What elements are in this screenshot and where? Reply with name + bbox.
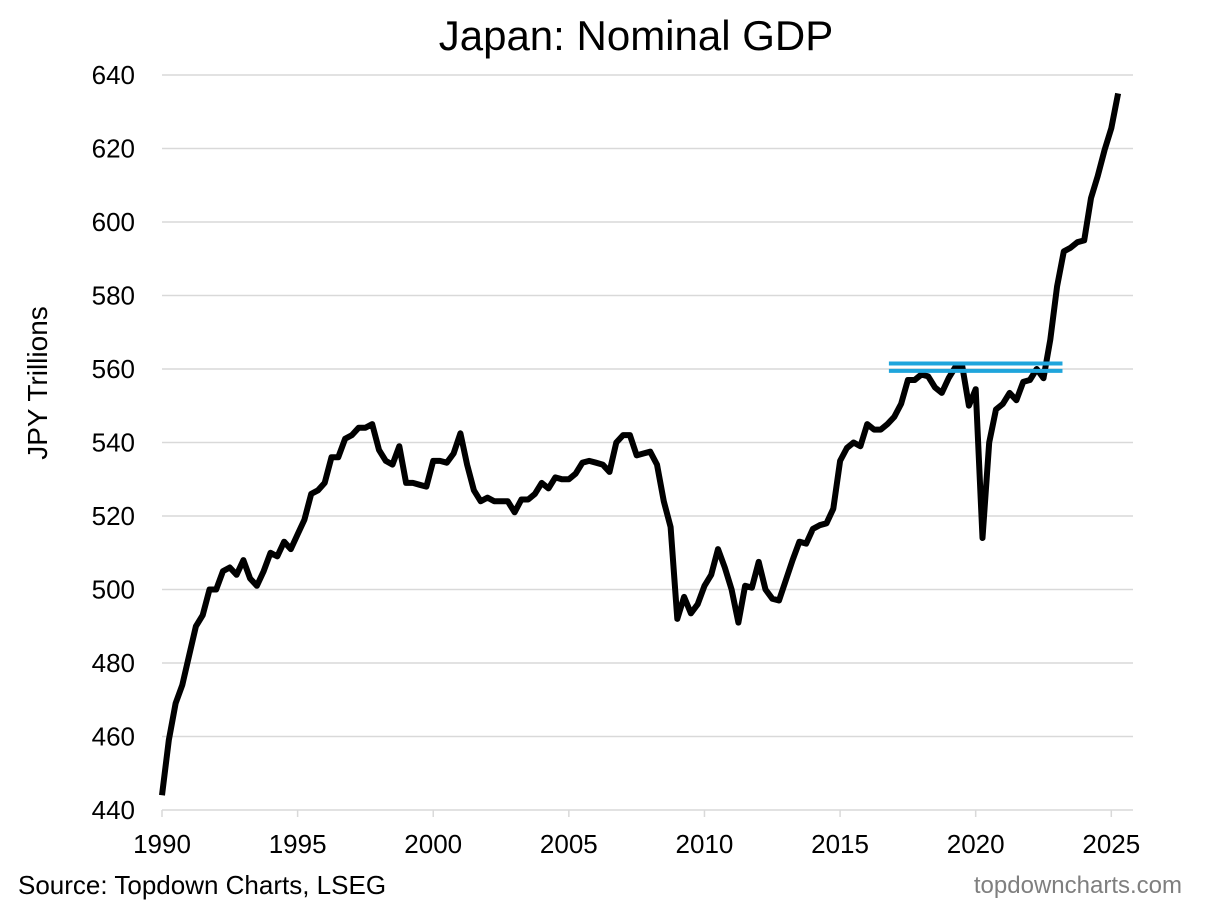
y-tick-label: 480 (92, 648, 135, 678)
x-axis (161, 809, 1133, 817)
y-tick-label: 560 (92, 354, 135, 384)
x-tick-label: 2025 (1082, 829, 1140, 859)
source-note: Source: Topdown Charts, LSEG (18, 870, 387, 900)
series-line-nominal-gdp (159, 92, 1122, 796)
y-tick-label: 540 (92, 428, 135, 458)
watermark: topdowncharts.com (973, 872, 1182, 899)
chart-title: Japan: Nominal GDP (439, 12, 834, 59)
series-group (159, 92, 1122, 796)
x-tick-label: 2000 (404, 829, 462, 859)
y-axis-label: JPY Trillions (22, 306, 53, 460)
y-tick-label: 520 (92, 501, 135, 531)
y-tick-label: 580 (92, 281, 135, 311)
x-tick-label: 2010 (676, 829, 734, 859)
y-tick-label: 500 (92, 575, 135, 605)
x-tick-label: 1990 (133, 829, 191, 859)
annotation-group (888, 361, 1063, 373)
y-tick-label: 460 (92, 722, 135, 752)
y-tick-label: 440 (92, 795, 135, 825)
x-tick-label: 2015 (811, 829, 869, 859)
y-tick-labels: 440 460 480 500 520 540 560 580 600 620 640 (92, 60, 135, 825)
x-tick-label: 2005 (540, 829, 598, 859)
x-tick-label: 1995 (269, 829, 327, 859)
y-tick-label: 620 (92, 134, 135, 164)
x-tick-label: 2020 (947, 829, 1005, 859)
y-tick-label: 640 (92, 60, 135, 90)
x-tick-labels: 1990 1995 2000 2005 2010 2015 2020 2025 (133, 829, 1140, 859)
gridlines (162, 74, 1133, 738)
y-tick-label: 600 (92, 207, 135, 237)
